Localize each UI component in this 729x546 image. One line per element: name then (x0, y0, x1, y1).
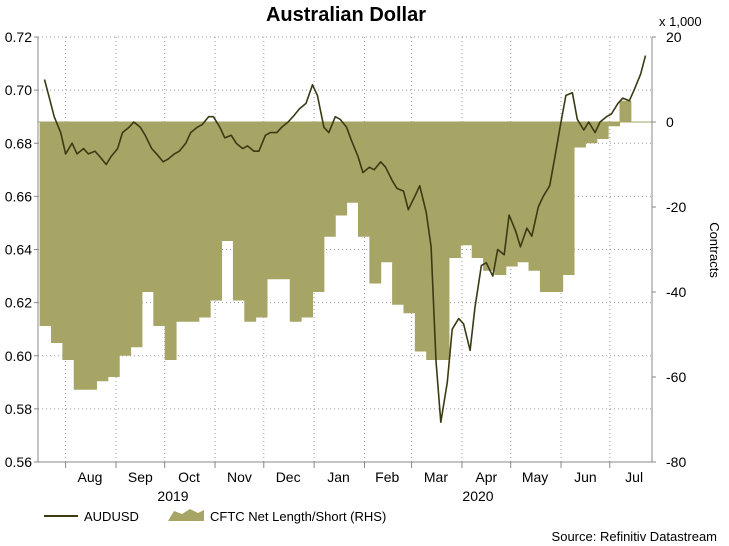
cftc-bar (232, 122, 245, 301)
cftc-bar (380, 122, 393, 263)
x-tick-label: Feb (375, 469, 399, 485)
cftc-bar (539, 122, 552, 292)
cftc-bar (107, 122, 120, 377)
cftc-bar (244, 122, 257, 322)
x-tick-label: Aug (78, 469, 103, 485)
cftc-bar (619, 100, 632, 122)
x-tick-label: Jun (574, 469, 597, 485)
left-axis-tick-labels: 0.56 0.58 0.60 0.62 0.64 0.66 0.68 0.70 0.72 (5, 29, 32, 470)
audusd-line (43, 55, 647, 424)
cftc-bar (267, 122, 279, 280)
cftc-bar (255, 122, 268, 318)
cftc-bar (483, 122, 495, 271)
cftc-bar (198, 122, 211, 318)
cftc-bar (164, 122, 177, 360)
cftc-bar (608, 122, 621, 127)
left-tick-label: 0.60 (5, 348, 32, 364)
cftc-bar (85, 122, 97, 390)
cftc-bar (187, 122, 200, 322)
cftc-bar (448, 122, 461, 258)
cftc-bar (39, 122, 52, 326)
left-tick-label: 0.72 (5, 29, 32, 45)
cftc-bar (494, 122, 507, 275)
cftc-bar (176, 122, 188, 322)
audusd-line-layer (43, 55, 647, 424)
cftc-bar (585, 122, 598, 144)
cftc-bar (460, 122, 473, 246)
x-tick-label: Jul (625, 469, 643, 485)
left-tick-label: 0.56 (5, 454, 32, 470)
cftc-bar (278, 122, 291, 280)
cftc-bar (357, 122, 370, 237)
cftc-bar (551, 122, 564, 292)
cftc-bar (471, 122, 484, 258)
x-tick-label: Sep (128, 469, 153, 485)
legend: AUDUSD CFTC Net Length/Short (RHS) (44, 509, 386, 524)
cftc-bar (437, 122, 450, 360)
cftc-bar (392, 122, 404, 305)
right-tick-label: -80 (666, 454, 686, 470)
x-tick-label: Nov (227, 469, 252, 485)
cftc-bar (505, 122, 518, 267)
cftc-bar (153, 122, 166, 326)
x-tick-label: Apr (475, 469, 497, 485)
cftc-bar (141, 122, 154, 292)
cftc-bar (323, 122, 336, 237)
right-tick-label: 20 (666, 29, 682, 45)
cftc-bar (562, 122, 575, 275)
x-tick-label: Jan (327, 469, 350, 485)
cftc-bar (403, 122, 416, 314)
left-tick-label: 0.64 (5, 242, 32, 258)
chart-title: Australian Dollar (266, 4, 426, 26)
cftc-bar (119, 122, 132, 356)
cftc-bar (414, 122, 427, 352)
cftc-bar (574, 122, 586, 148)
x-tick-label: May (522, 469, 548, 485)
year-label-2019: 2019 (157, 488, 188, 504)
cftc-bar (50, 122, 63, 343)
right-axis-label: Contracts (707, 222, 722, 278)
cftc-bar (369, 122, 382, 284)
cftc-bar (96, 122, 109, 382)
cftc-bar (289, 122, 302, 322)
cftc-bar (335, 122, 348, 216)
right-axis-unit: x 1,000 (659, 14, 702, 29)
net-length-area-layer (38, 100, 652, 390)
left-tick-label: 0.62 (5, 295, 32, 311)
x-tick-label: Oct (178, 469, 200, 485)
cftc-bar (130, 122, 143, 348)
right-tick-label: -20 (666, 199, 686, 215)
cftc-bar (596, 122, 609, 139)
right-tick-label: 0 (666, 114, 674, 130)
axes (34, 36, 656, 468)
cftc-bar (221, 122, 234, 241)
x-axis-tick-labels: Aug Sep Oct Nov Dec Jan Feb Mar Apr May Jun Jul (78, 469, 644, 485)
left-tick-label: 0.58 (5, 401, 32, 417)
cftc-bar (301, 122, 314, 318)
right-axis-tick-labels: -80 -60 -40 -20 0 20 (666, 29, 686, 470)
cftc-bar (517, 122, 530, 263)
x-tick-label: Dec (276, 469, 301, 485)
cftc-bar (528, 122, 541, 271)
x-tick-label: Mar (424, 469, 448, 485)
legend-audusd-label: AUDUSD (84, 509, 139, 524)
cftc-bar (346, 122, 359, 203)
cftc-bar (210, 122, 223, 301)
source-note: Source: Refinitiv Datastream (552, 529, 717, 544)
cftc-bar (73, 122, 86, 390)
left-tick-label: 0.70 (5, 82, 32, 98)
legend-cftc-swatch (168, 509, 204, 521)
right-tick-label: -60 (666, 369, 686, 385)
cftc-bar (426, 122, 439, 360)
left-tick-label: 0.66 (5, 188, 32, 204)
cftc-bar (312, 122, 325, 292)
year-label-2020: 2020 (462, 488, 493, 504)
legend-cftc-label: CFTC Net Length/Short (RHS) (210, 509, 386, 524)
cftc-bar (62, 122, 75, 360)
left-tick-label: 0.68 (5, 135, 32, 151)
right-tick-label: -40 (666, 284, 686, 300)
